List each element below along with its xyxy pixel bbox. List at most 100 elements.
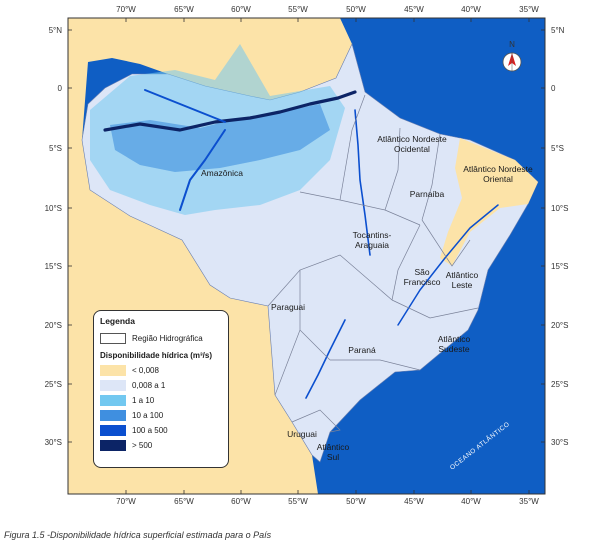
longitude-label: 45°W bbox=[404, 497, 424, 506]
legend-swatch bbox=[100, 364, 126, 376]
legend-class-row: > 500 bbox=[100, 438, 222, 452]
region-label-atl-no: Atlântico Nordeste Ocidental bbox=[377, 134, 447, 154]
legend-class-row: 10 a 100 bbox=[100, 408, 222, 422]
latitude-label: 15°S bbox=[551, 262, 568, 271]
sao-francisco-river bbox=[397, 204, 499, 326]
region-label-line: Paraná bbox=[348, 345, 376, 355]
region-label-line: Tocantins- bbox=[353, 230, 392, 240]
longitude-label: 60°W bbox=[231, 497, 251, 506]
figure-caption: Figura 1.5 -Disponibilidade hídrica supe… bbox=[4, 530, 272, 540]
legend-class-label: 100 a 500 bbox=[132, 425, 168, 435]
latitude-label: 15°S bbox=[45, 262, 62, 271]
longitude-labels-bottom: 70°W 65°W 60°W 55°W 50°W 45°W 40°W 35°W bbox=[116, 497, 539, 506]
region-label-line: Sul bbox=[327, 452, 339, 462]
legend-class-label: 10 a 100 bbox=[132, 410, 164, 420]
latitude-label: 5°S bbox=[49, 144, 62, 153]
latitude-label: 20°S bbox=[45, 321, 62, 330]
legend-class-row: 1 a 10 bbox=[100, 393, 222, 407]
region-label-line: Atlântico Nordeste bbox=[463, 164, 533, 174]
negro-river bbox=[144, 89, 226, 123]
region-label-line: Atlântico Nordeste bbox=[377, 134, 447, 144]
region-label-uruguai: Uruguai bbox=[287, 429, 317, 439]
boundary-swatch bbox=[100, 332, 126, 344]
longitude-label: 70°W bbox=[116, 5, 136, 14]
region-label-tocantins: Tocantins-Araguaia bbox=[353, 230, 392, 250]
legend-swatch bbox=[100, 439, 126, 451]
legend-swatch bbox=[100, 424, 126, 436]
region-label-line: Sudeste bbox=[438, 344, 469, 354]
region-label-line: Uruguai bbox=[287, 429, 317, 439]
latitude-label: 20°S bbox=[551, 321, 568, 330]
region-label-line: Francisco bbox=[404, 277, 441, 287]
region-label-line: Atlântico bbox=[438, 334, 471, 344]
region-label-amazonica: Amazônica bbox=[201, 168, 243, 178]
region-label-line: Amazônica bbox=[201, 168, 243, 178]
region-label-atl-leste: Atlântico Leste bbox=[446, 270, 479, 290]
longitude-label: 40°W bbox=[461, 497, 481, 506]
region-label-line: Ocidental bbox=[394, 144, 430, 154]
region-label-line: Araguaia bbox=[355, 240, 389, 250]
latitude-label: 30°S bbox=[551, 438, 568, 447]
region-label-line: Atlântico bbox=[317, 442, 350, 452]
longitude-label: 70°W bbox=[116, 497, 136, 506]
longitude-label: 50°W bbox=[346, 5, 366, 14]
latitude-labels-right: 5°N 0 5°S 10°S 15°S 20°S 25°S 30°S bbox=[551, 26, 568, 447]
latitude-label: 0 bbox=[58, 84, 63, 93]
hydrographic-region-boundaries bbox=[267, 94, 479, 433]
latitude-label: 10°S bbox=[551, 204, 568, 213]
legend-class-label: 0,008 a 1 bbox=[132, 380, 166, 390]
longitude-label: 65°W bbox=[174, 5, 194, 14]
longitude-label: 45°W bbox=[404, 5, 424, 14]
legend-class-row: 0,008 a 1 bbox=[100, 378, 222, 392]
longitude-label: 60°W bbox=[231, 5, 251, 14]
legend-classes: < 0,008 0,008 a 1 1 a 10 10 a 100 100 a 500 >… bbox=[100, 363, 222, 452]
latitude-label: 0 bbox=[551, 84, 556, 93]
latitude-label: 25°S bbox=[45, 380, 62, 389]
tocantins-river bbox=[354, 109, 371, 256]
latitude-label: 5°N bbox=[49, 26, 63, 35]
legend-class-label: < 0,008 bbox=[132, 365, 159, 375]
legend-swatch bbox=[100, 379, 126, 391]
longitude-label: 35°W bbox=[519, 497, 539, 506]
map-frame bbox=[67, 17, 546, 495]
north-label: N bbox=[509, 40, 515, 49]
legend-class-row: 100 a 500 bbox=[100, 423, 222, 437]
longitude-label: 35°W bbox=[519, 5, 539, 14]
legend-class-label: 1 a 10 bbox=[132, 395, 155, 405]
region-label-line: São bbox=[414, 267, 429, 277]
latitude-label: 5°S bbox=[551, 144, 564, 153]
region-label-parana: Paraná bbox=[348, 345, 376, 355]
region-label-line: Oriental bbox=[483, 174, 513, 184]
latitude-labels-left: 5°N 0 5°S 10°S 15°S 20°S 25°S 30°S bbox=[45, 26, 63, 447]
north-arrow-icon: N bbox=[502, 40, 522, 72]
graticule-ticks bbox=[68, 18, 545, 494]
region-label-sao-francisco: São Francisco bbox=[404, 267, 441, 287]
longitude-label: 50°W bbox=[346, 497, 366, 506]
latitude-label: 10°S bbox=[45, 204, 62, 213]
region-label-atl-sudeste: Atlântico Sudeste bbox=[438, 334, 471, 354]
parana-river bbox=[305, 319, 346, 399]
longitude-label: 55°W bbox=[288, 497, 308, 506]
region-label-line: Paraguai bbox=[271, 302, 305, 312]
region-label-paraguai: Paraguai bbox=[271, 302, 305, 312]
region-label-line: Parnaíba bbox=[410, 189, 445, 199]
madeira-river bbox=[179, 129, 226, 211]
legend-boundary-row: Região Hidrográfica bbox=[100, 331, 222, 345]
legend-swatch bbox=[100, 409, 126, 421]
legend-class-label: > 500 bbox=[132, 440, 153, 450]
amazon-river bbox=[103, 90, 357, 132]
legend: Legenda Região Hidrográfica Disponibilid… bbox=[93, 310, 229, 468]
longitude-labels-top: 70°W 65°W 60°W 55°W 50°W 45°W 40°W 35°W bbox=[116, 5, 539, 14]
legend-title: Legenda bbox=[100, 316, 135, 326]
boundary-label: Região Hidrográfica bbox=[132, 333, 203, 343]
latitude-label: 25°S bbox=[551, 380, 568, 389]
longitude-label: 40°W bbox=[461, 5, 481, 14]
longitude-label: 65°W bbox=[174, 497, 194, 506]
region-label-line: Atlântico bbox=[446, 270, 479, 280]
legend-class-row: < 0,008 bbox=[100, 363, 222, 377]
latitude-label: 30°S bbox=[45, 438, 62, 447]
legend-subtitle: Disponibilidade hídrica (m³/s) bbox=[100, 351, 213, 360]
